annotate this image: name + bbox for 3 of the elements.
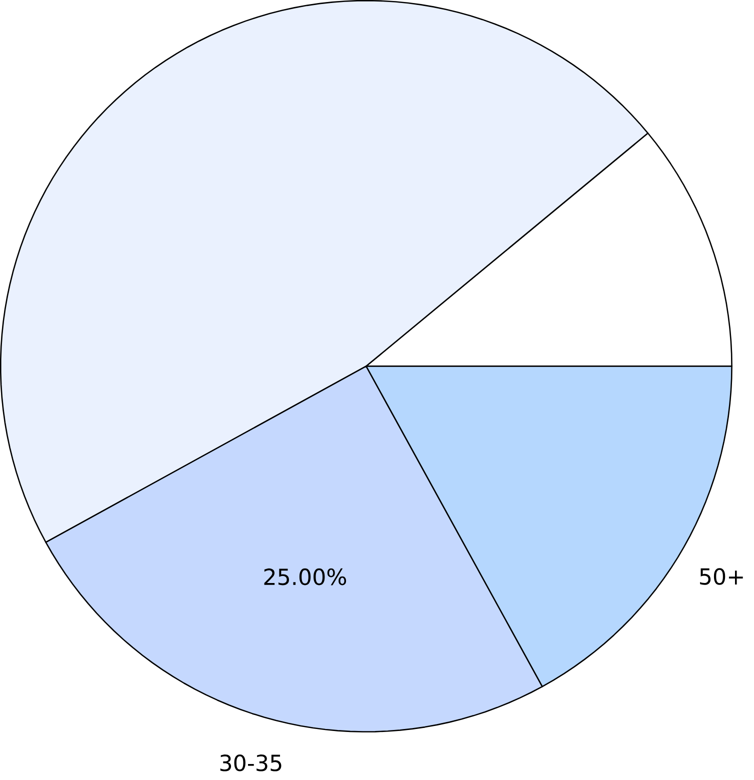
- data-label: 25.00%: [264, 568, 346, 586]
- slice-label: 30-35: [220, 754, 282, 772]
- slice-label: 50+: [700, 568, 743, 585]
